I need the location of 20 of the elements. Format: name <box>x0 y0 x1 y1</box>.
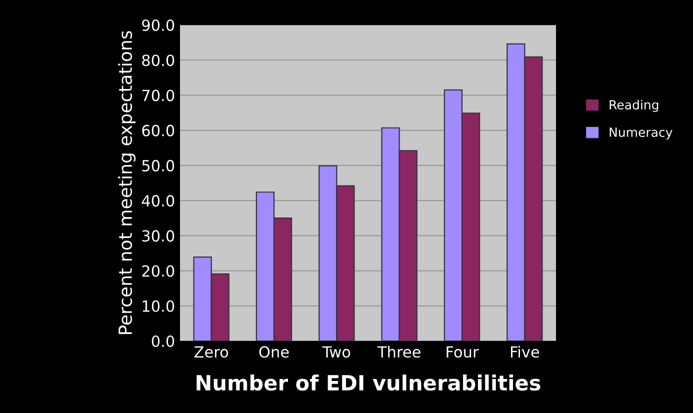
x-tick-label: Two <box>322 346 350 358</box>
y-tick-label: 30.0 <box>142 230 174 242</box>
y-tick-label: 0.0 <box>152 335 174 348</box>
legend-label: Numeracy <box>610 128 672 140</box>
y-tick-label: 50.0 <box>142 160 174 172</box>
x-tick-label: Three <box>377 346 420 358</box>
y-tick-label: 20.0 <box>142 265 174 277</box>
y-tick-label: 60.0 <box>142 124 174 136</box>
x-tick-label: One <box>259 346 289 358</box>
y-tick-label: 70.0 <box>142 90 174 102</box>
y-axis-title: Percent not meeting expectations <box>118 31 136 334</box>
x-axis-title: Number of EDI vulnerabilities <box>196 374 540 391</box>
x-tick-label: Five <box>510 346 540 358</box>
y-tick-label: 80.0 <box>142 54 174 66</box>
legend-label: Reading <box>610 100 658 112</box>
x-tick-label: Zero <box>194 346 228 358</box>
y-tick-label: 90.0 <box>142 19 174 32</box>
y-tick-label: 10.0 <box>142 300 174 312</box>
y-tick-label: 40.0 <box>142 195 174 207</box>
x-tick-label: Four <box>446 346 479 358</box>
